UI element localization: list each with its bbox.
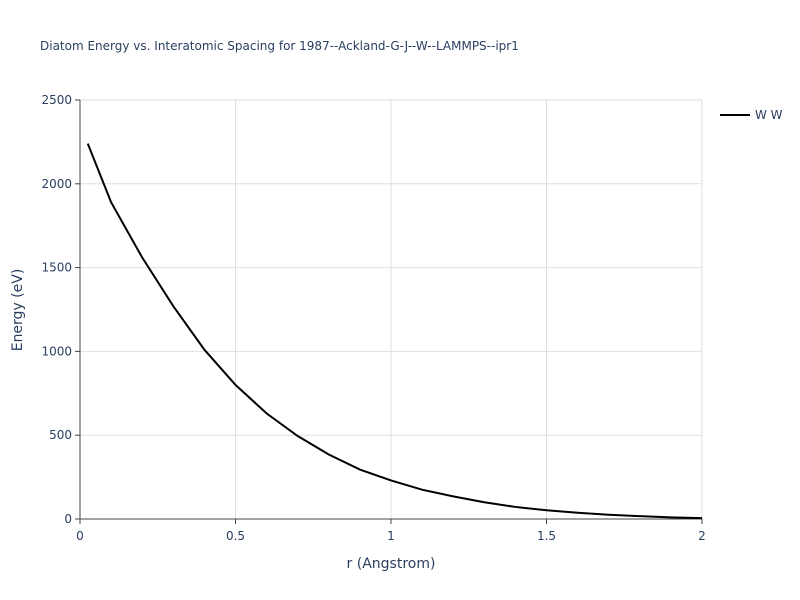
y-axis-label: Energy (eV) [10,269,26,352]
x-tick-label: 0.5 [226,529,245,543]
x-axis-label: r (Angstrom) [347,556,436,572]
x-tick-label: 1.5 [537,529,556,543]
x-tick-label: 1 [387,529,395,543]
y-tick-label: 2500 [41,93,72,107]
x-tick-label: 0 [76,529,84,543]
y-tick-label: 500 [49,428,72,442]
y-tick-label: 1000 [41,344,72,358]
y-tick-label: 2000 [41,177,72,191]
y-tick-label: 1500 [41,261,72,275]
data-line [86,143,703,520]
chart-title: Diatom Energy vs. Interatomic Spacing fo… [40,39,519,53]
legend-label: W W [755,108,783,122]
y-tick-label: 0 [64,512,72,526]
x-tick-label: 2 [698,529,706,543]
